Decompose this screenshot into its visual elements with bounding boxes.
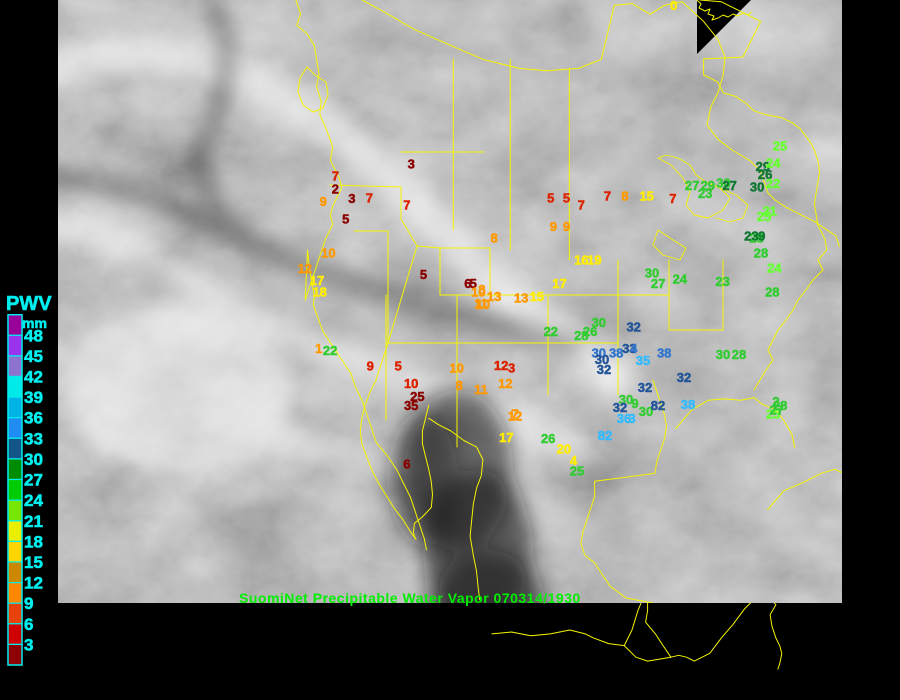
svg-text:13: 13: [514, 291, 528, 306]
svg-text:19: 19: [587, 252, 601, 267]
svg-text:12: 12: [494, 358, 508, 373]
svg-text:12: 12: [24, 574, 43, 593]
svg-text:8: 8: [621, 189, 628, 204]
svg-text:18: 18: [312, 285, 326, 300]
svg-text:1: 1: [315, 341, 322, 356]
svg-text:9: 9: [24, 594, 33, 613]
svg-text:26: 26: [541, 431, 555, 446]
svg-text:12: 12: [498, 376, 512, 391]
svg-text:39: 39: [24, 388, 43, 407]
svg-text:6: 6: [403, 456, 410, 471]
svg-text:22: 22: [544, 324, 558, 339]
svg-text:22: 22: [766, 176, 780, 191]
svg-text:5: 5: [420, 267, 427, 282]
svg-text:8: 8: [456, 378, 463, 393]
svg-text:2: 2: [772, 394, 779, 409]
svg-text:15: 15: [639, 189, 653, 204]
svg-text:25: 25: [757, 209, 771, 224]
svg-text:3: 3: [348, 191, 355, 206]
svg-text:28: 28: [765, 285, 779, 300]
svg-text:25: 25: [773, 138, 787, 153]
svg-text:28: 28: [732, 347, 746, 362]
svg-text:10: 10: [476, 297, 490, 312]
svg-text:6: 6: [24, 615, 33, 634]
svg-text:7: 7: [578, 197, 585, 212]
svg-text:27: 27: [651, 276, 665, 291]
svg-text:38: 38: [657, 346, 671, 361]
svg-text:24: 24: [24, 491, 43, 510]
svg-text:30: 30: [24, 450, 43, 469]
svg-text:9: 9: [631, 396, 638, 411]
svg-text:7: 7: [511, 407, 518, 422]
svg-text:3: 3: [508, 360, 515, 375]
svg-text:23: 23: [744, 229, 758, 244]
svg-text:24: 24: [766, 155, 781, 170]
svg-text:28: 28: [754, 245, 768, 260]
svg-text:30: 30: [750, 179, 764, 194]
svg-text:32: 32: [677, 370, 691, 385]
svg-text:36: 36: [24, 409, 43, 428]
svg-text:32: 32: [597, 362, 611, 377]
svg-text:3: 3: [628, 411, 635, 426]
svg-text:26: 26: [583, 324, 597, 339]
svg-text:32: 32: [626, 319, 640, 334]
svg-text:42: 42: [24, 368, 43, 387]
svg-text:24: 24: [767, 261, 782, 276]
svg-text:24: 24: [673, 272, 688, 287]
svg-text:15: 15: [530, 289, 544, 304]
svg-text:38: 38: [681, 397, 695, 412]
svg-text:35: 35: [636, 353, 650, 368]
svg-text:11: 11: [474, 382, 488, 397]
svg-text:18: 18: [24, 532, 43, 551]
svg-text:27: 27: [722, 178, 736, 193]
svg-text:0: 0: [670, 0, 677, 13]
svg-text:21: 21: [24, 512, 43, 531]
svg-text:48: 48: [24, 326, 43, 345]
svg-text:5: 5: [563, 190, 570, 205]
svg-text:32: 32: [638, 380, 652, 395]
svg-text:45: 45: [24, 347, 43, 366]
svg-text:23: 23: [698, 186, 712, 201]
svg-text:17: 17: [552, 276, 566, 291]
svg-text:15: 15: [24, 553, 43, 572]
svg-text:7: 7: [604, 189, 611, 204]
svg-text:10: 10: [449, 360, 463, 375]
svg-text:23: 23: [715, 274, 729, 289]
svg-text:7: 7: [669, 191, 676, 206]
svg-text:7: 7: [403, 197, 410, 212]
svg-text:33: 33: [24, 429, 43, 448]
svg-text:5: 5: [547, 190, 554, 205]
svg-text:27: 27: [24, 471, 43, 490]
svg-text:9: 9: [758, 229, 765, 244]
svg-text:25: 25: [570, 463, 584, 478]
svg-text:7: 7: [366, 190, 373, 205]
svg-text:25: 25: [410, 389, 424, 404]
svg-text:9: 9: [367, 359, 374, 374]
svg-text:9: 9: [563, 219, 570, 234]
svg-text:2: 2: [332, 182, 339, 197]
svg-text:10: 10: [321, 245, 335, 260]
svg-text:3: 3: [24, 635, 33, 654]
svg-text:82: 82: [651, 398, 665, 413]
svg-text:5: 5: [342, 211, 349, 226]
svg-text:22: 22: [323, 343, 337, 358]
svg-text:30: 30: [716, 347, 730, 362]
svg-text:PWV: PWV: [6, 293, 52, 315]
svg-text:8: 8: [490, 231, 497, 246]
svg-text:5: 5: [395, 359, 402, 374]
svg-text:17: 17: [499, 430, 513, 445]
svg-text:3: 3: [408, 156, 415, 171]
svg-text:9: 9: [320, 194, 327, 209]
svg-text:82: 82: [598, 428, 612, 443]
svg-text:9: 9: [550, 219, 557, 234]
